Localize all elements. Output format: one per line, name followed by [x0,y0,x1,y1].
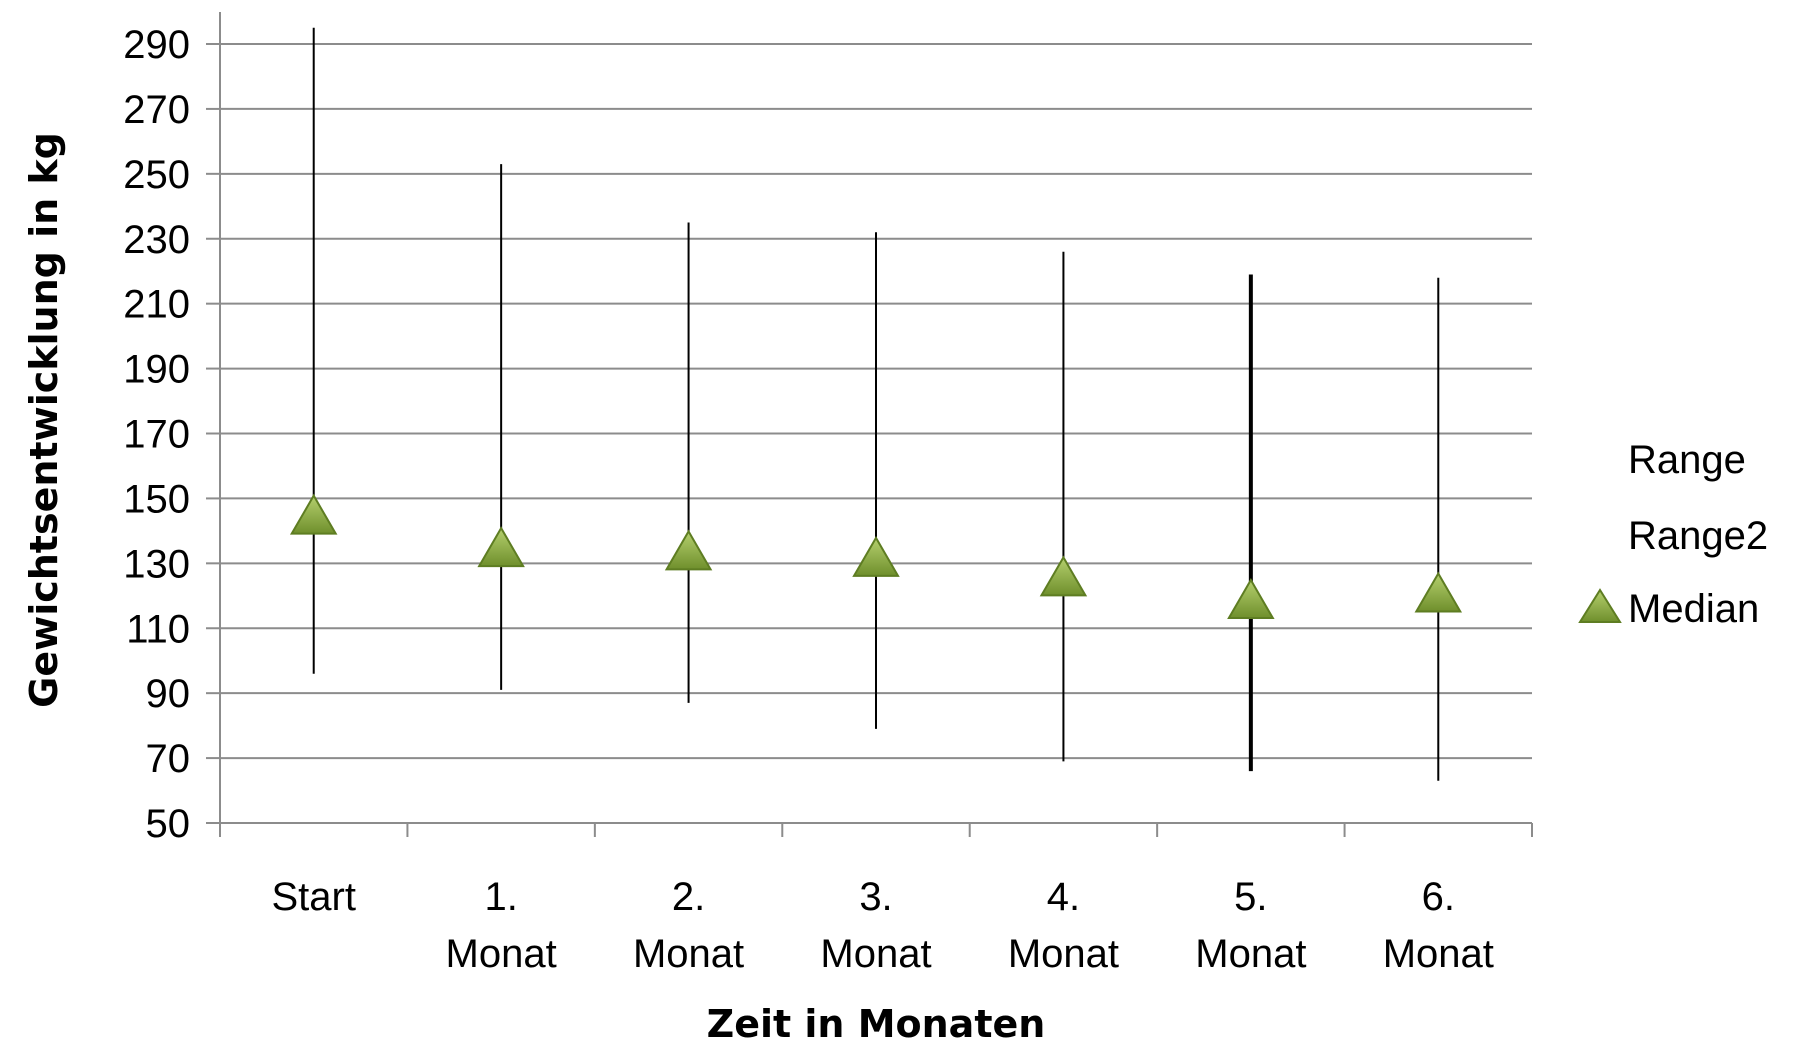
legend-label-range: Range [1628,438,1746,482]
median-marker-3 [852,535,900,577]
range-lines [312,27,1440,781]
y-axis-title: Gewichtsentwicklung in kg [22,132,66,708]
y-tick-label-70: 70 [146,737,191,781]
x-tick-label-line: Monat [1195,932,1306,976]
x-tick-labels: Start 1. Monat 2. Monat 3. Monat 4. Monat 5. Monat… [271,875,1493,976]
x-tick-label-line: 6. [1422,875,1455,919]
y-tick-label-290: 290 [123,23,190,67]
median-marker-4 [1039,555,1088,597]
y-tick-labels: 50 70 90 110 130 150 170 190 210 230 250 270 290 [123,23,190,846]
legend-label-median: Median [1628,587,1759,631]
x-tick-label-5: 5. Monat [1195,875,1306,976]
x-tick-label-6: 6. Monat [1383,875,1494,976]
x-tick-label-line: 4. [1047,875,1080,919]
median-marker-5 [1227,578,1275,620]
x-tick-label-line: Monat [1383,932,1494,976]
x-tick-label-2: 2. Monat [633,875,744,976]
median-marker-0 [289,493,338,535]
y-tick-label-210: 210 [123,283,190,327]
x-tick-label-line: Monat [633,932,744,976]
x-tick-label-line: 3. [859,875,892,919]
x-tick-label-line: Monat [1008,932,1119,976]
y-tick-label-90: 90 [146,672,191,716]
y-tick-label-50: 50 [146,802,191,846]
axes [206,12,1533,837]
x-tick-label-line: Start [271,875,355,919]
y-tick-label-170: 170 [123,413,190,457]
median-marker-2 [664,529,713,571]
y-tick-label-130: 130 [123,542,190,586]
y-tick-label-190: 190 [123,348,190,392]
legend: Range Range2 Median [1578,438,1768,631]
x-tick-label-line: 5. [1234,875,1267,919]
y-tick-label-230: 230 [123,218,190,262]
y-tick-label-150: 150 [123,477,190,521]
x-tick-label-line: Monat [446,932,557,976]
x-tick-label-line: 2. [672,875,705,919]
y-tick-label-250: 250 [123,153,190,197]
legend-median-triangle-icon [1578,588,1622,623]
x-tick-label-4: 4. Monat [1008,875,1119,976]
x-tick-label-1: 1. Monat [446,875,557,976]
median-marker-6 [1414,571,1463,613]
x-tick-label-line: Monat [820,932,931,976]
x-tick-label-3: 3. Monat [820,875,931,976]
legend-label-range2: Range2 [1628,514,1768,558]
median-marker-1 [477,526,525,568]
y-tick-label-270: 270 [123,88,190,132]
x-axis-title: Zeit in Monaten [707,1002,1046,1046]
y-tick-label-110: 110 [126,607,190,651]
x-tick-label-line: 1. [484,875,517,919]
median-markers [289,493,1463,620]
x-tick-label-0: Start [271,875,355,919]
